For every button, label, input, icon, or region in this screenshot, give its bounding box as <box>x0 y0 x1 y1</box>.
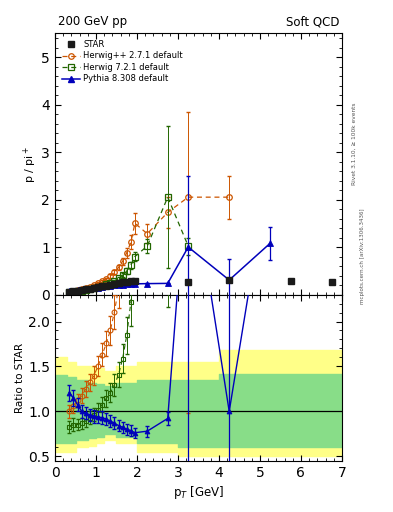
Text: mcplots.cern.ch [arXiv:1306.3436]: mcplots.cern.ch [arXiv:1306.3436] <box>360 208 365 304</box>
Y-axis label: Ratio to STAR: Ratio to STAR <box>15 343 26 413</box>
Text: Soft QCD: Soft QCD <box>286 15 339 28</box>
Legend: STAR, Herwig++ 2.7.1 default, Herwig 7.2.1 default, Pythia 8.308 default: STAR, Herwig++ 2.7.1 default, Herwig 7.2… <box>59 37 185 86</box>
Text: 200 GeV pp: 200 GeV pp <box>58 15 127 28</box>
Text: Rivet 3.1.10, ≥ 100k events: Rivet 3.1.10, ≥ 100k events <box>352 102 357 185</box>
X-axis label: p$_T$ [GeV]: p$_T$ [GeV] <box>173 484 224 501</box>
Y-axis label: p / pi$^+$: p / pi$^+$ <box>21 145 39 183</box>
